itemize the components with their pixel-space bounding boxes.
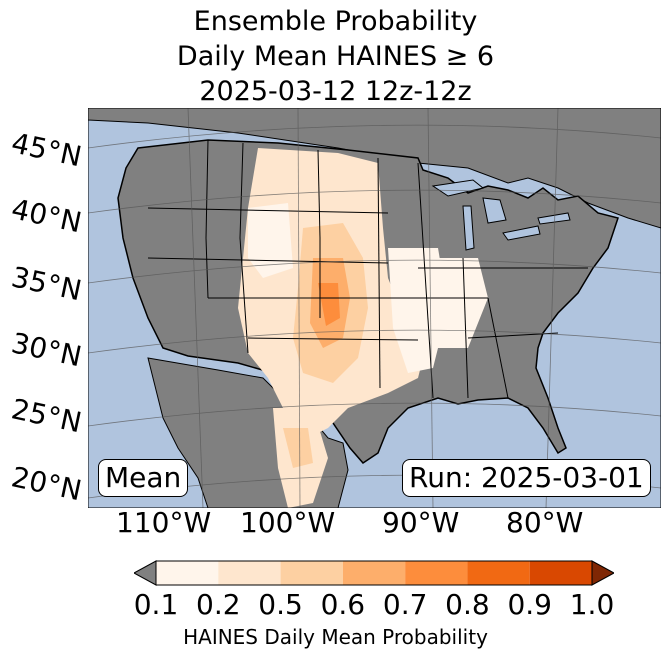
colorbar-tick-label: 0.6 [320, 588, 366, 621]
map-svg [88, 108, 661, 508]
colorbar-segment [529, 561, 592, 585]
colorbar-tick-label: 1.0 [569, 588, 615, 621]
colorbar-over-arrow [591, 560, 614, 586]
colorbar-frame [155, 560, 593, 586]
lat-label-25: 25°N [8, 392, 85, 440]
colorbar-segment [405, 561, 468, 585]
map-panel [88, 108, 661, 508]
colorbar-label: HAINES Daily Mean Probability [183, 625, 488, 649]
title-line-1: Ensemble Probability [193, 6, 478, 37]
lat-label-35: 35°N [8, 260, 85, 308]
colorbar-tick-label: 0.7 [382, 588, 428, 621]
colorbar-tick-label: 0.5 [258, 588, 303, 621]
lon-label-110: 110°W [116, 506, 212, 539]
mean-label-box: Mean [98, 459, 189, 497]
colorbar-tick-label: 0.9 [507, 588, 552, 621]
colorbar-tick-label: 0.8 [445, 588, 490, 621]
canada-land [88, 108, 661, 229]
colorbar [134, 560, 614, 586]
colorbar-tick-label: 0.1 [133, 588, 179, 621]
probability-overlay [238, 148, 488, 508]
colorbar-segment [280, 561, 343, 585]
lat-label-20: 20°N [8, 460, 85, 508]
run-label-box: Run: 2025-03-01 [402, 459, 651, 497]
colorbar-tick-label: 0.2 [196, 588, 241, 621]
colorbar-segment [467, 561, 530, 585]
lon-label-100: 100°W [240, 506, 336, 539]
lat-label-45: 45°N [8, 126, 85, 174]
lon-label-90: 90°W [382, 506, 460, 539]
lon-label-80: 80°W [506, 506, 584, 539]
lat-label-30: 30°N [8, 326, 85, 374]
title-line-3: 2025-03-12 12z-12z [199, 76, 472, 107]
state-borders [147, 139, 588, 399]
great-lakes [431, 179, 571, 251]
title-line-2: Daily Mean HAINES ≥ 6 [176, 41, 495, 72]
lat-label-40: 40°N [8, 192, 85, 240]
colorbar-under-arrow [134, 560, 157, 586]
colorbar-segment [218, 561, 281, 585]
colorbar-segment [156, 561, 219, 585]
colorbar-segment [342, 561, 406, 585]
